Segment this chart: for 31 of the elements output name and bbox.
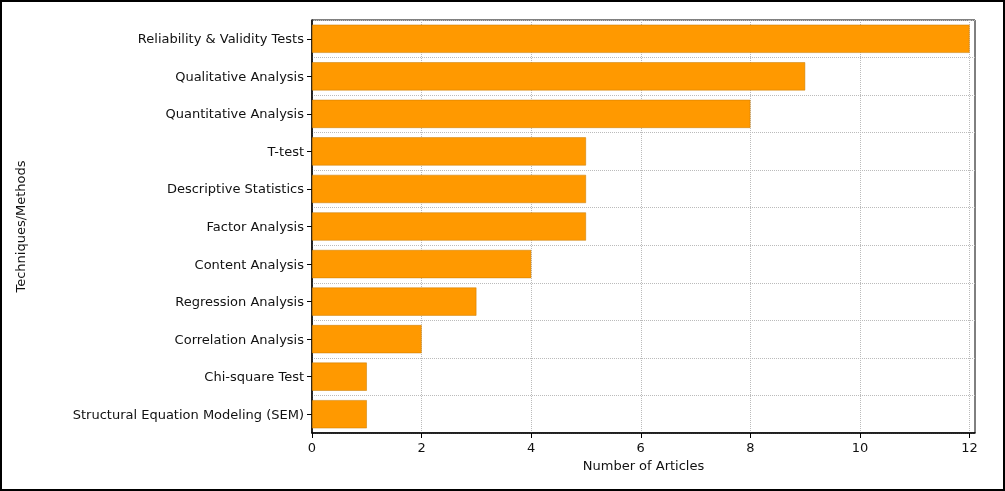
x-tick-label: 8 [746, 440, 755, 455]
y-tick-label: Qualitative Analysis [175, 68, 305, 84]
y-tick-label: Chi-square Test [204, 369, 304, 385]
x-axis-title: Number of Articles [582, 458, 705, 473]
bar [312, 362, 367, 391]
y-tick-label: Structural Equation Modeling (SEM) [72, 406, 304, 422]
bar [312, 212, 586, 241]
bar [312, 62, 806, 91]
x-tick-label: 10 [851, 440, 869, 455]
bar [312, 400, 367, 429]
y-tick-label: Quantitative Analysis [165, 106, 305, 122]
y-tick-label: Content Analysis [194, 256, 305, 272]
bar [312, 99, 751, 128]
bar [312, 249, 532, 279]
bar [312, 174, 586, 204]
x-tick-label: 4 [527, 440, 536, 455]
y-tick-label: Regression Analysis [175, 294, 305, 310]
bar [312, 287, 477, 316]
y-tick-label: Correlation Analysis [174, 331, 305, 347]
y-tick-label: T-test [266, 143, 304, 159]
x-tick-label: 12 [961, 440, 978, 455]
y-tick-label: Factor Analysis [206, 219, 305, 234]
x-tick-label: 0 [307, 440, 317, 455]
bar [312, 24, 970, 53]
y-tick-label: Reliability & Validity Tests [137, 31, 305, 47]
bar [312, 325, 422, 354]
bar [312, 137, 586, 166]
y-tick-label: Descriptive Statistics [166, 181, 305, 197]
x-tick-label: 2 [417, 440, 426, 455]
y-axis-title: Techniques/Methods [13, 160, 28, 294]
x-tick-label: 6 [636, 440, 645, 455]
